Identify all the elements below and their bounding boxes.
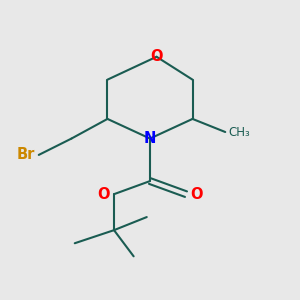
Text: O: O — [98, 187, 110, 202]
Text: N: N — [144, 131, 156, 146]
Text: O: O — [190, 187, 203, 202]
Text: CH₃: CH₃ — [229, 125, 250, 139]
Text: Br: Br — [17, 147, 35, 162]
Text: O: O — [150, 49, 163, 64]
